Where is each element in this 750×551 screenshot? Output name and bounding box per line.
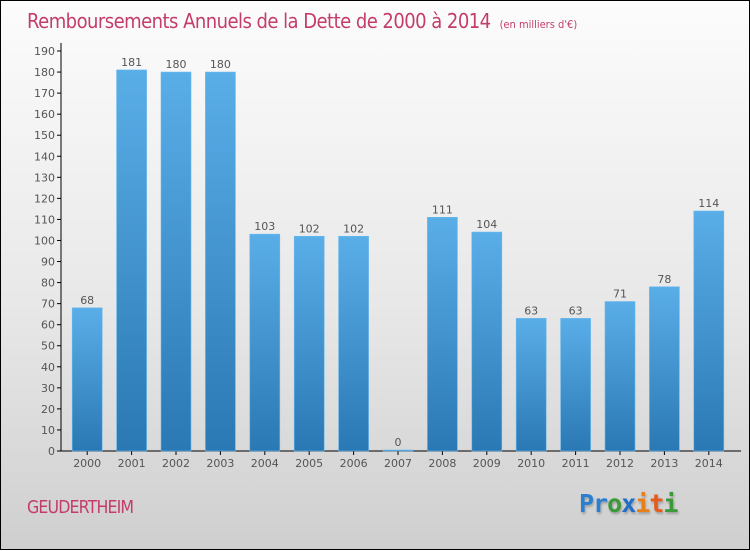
x-tick-label: 2005 — [295, 457, 323, 470]
value-label-2001: 181 — [121, 56, 142, 69]
y-tick-label: 190 — [34, 45, 55, 58]
y-tick-label: 130 — [34, 171, 55, 184]
chart-subtitle: (en milliers d'€) — [499, 18, 578, 31]
value-label-2012: 71 — [613, 288, 627, 301]
x-tick-label: 2000 — [73, 457, 101, 470]
x-tick-label: 2003 — [206, 457, 234, 470]
y-tick-label: 170 — [34, 87, 55, 100]
logo-letter: i — [635, 489, 650, 518]
value-label-2009: 104 — [476, 218, 497, 231]
x-tick-label: 2012 — [606, 457, 634, 470]
bar-2001[interactable] — [116, 69, 147, 452]
logo-letter: x — [621, 489, 636, 518]
value-label-2005: 102 — [299, 222, 320, 235]
bar-2013[interactable] — [649, 286, 680, 452]
value-label-2013: 78 — [657, 273, 671, 286]
value-label-2006: 102 — [343, 222, 364, 235]
y-tick-label: 100 — [34, 234, 55, 247]
y-tick-label: 150 — [34, 129, 55, 142]
bar-2006[interactable] — [338, 235, 369, 452]
bars — [71, 69, 725, 452]
logo-letter: t — [649, 489, 664, 518]
value-labels: 68 181 180 180 103 102 102 0 111 104 63 63 71 78 114 — [80, 56, 719, 449]
bar-2008[interactable] — [427, 217, 458, 452]
x-tick-label: 2011 — [562, 457, 590, 470]
y-tick-label: 50 — [41, 340, 55, 353]
y-tick-label: 20 — [41, 403, 55, 416]
value-label-2004: 103 — [254, 220, 275, 233]
y-tick-label: 90 — [41, 256, 55, 269]
y-tick-label: 40 — [41, 361, 55, 374]
bar-2007[interactable] — [382, 449, 414, 452]
y-tick-label: 80 — [41, 277, 55, 290]
bar-2014[interactable] — [693, 210, 725, 452]
y-axis: 0 10 20 30 40 50 60 70 80 90 100 110 120 130 140 150 160… — [34, 43, 62, 458]
logo-letter: o — [607, 489, 622, 518]
bar-2010[interactable] — [515, 318, 547, 452]
value-label-2008: 111 — [432, 203, 453, 216]
value-label-2007: 0 — [395, 436, 402, 449]
logo-letter: P — [579, 489, 594, 518]
y-tick-label: 180 — [34, 66, 55, 79]
value-label-2011: 63 — [569, 304, 583, 317]
value-label-2002: 180 — [166, 58, 187, 71]
y-tick-label: 120 — [34, 192, 55, 205]
bar-2004[interactable] — [249, 233, 281, 452]
x-tick-label: 2008 — [428, 457, 456, 470]
x-axis: 2000 2001 2002 2003 2004 2005 2006 2007 2008 2009… — [61, 450, 741, 470]
x-tick-label: 2007 — [384, 457, 412, 470]
x-tick-label: 2013 — [650, 457, 678, 470]
x-tick-label: 2014 — [695, 457, 723, 470]
y-tick-label: 10 — [41, 424, 55, 437]
bar-2003[interactable] — [205, 71, 236, 452]
y-tick-label: 110 — [34, 213, 55, 226]
chart-title: Remboursements Annuels de la Dette de 20… — [27, 9, 577, 33]
bar-2011[interactable] — [560, 318, 591, 452]
logo-letter: r — [593, 489, 608, 518]
x-tick-label: 2009 — [473, 457, 501, 470]
bar-2012[interactable] — [604, 301, 636, 452]
bar-2009[interactable] — [471, 231, 503, 452]
y-tick-label: 0 — [48, 445, 55, 458]
x-tick-label: 2010 — [517, 457, 545, 470]
x-tick-label: 2004 — [251, 457, 279, 470]
value-label-2010: 63 — [524, 304, 538, 317]
y-tick-label: 160 — [34, 108, 55, 121]
x-tick-label: 2002 — [162, 457, 190, 470]
proxiti-logo[interactable]: Proxiti — [579, 489, 678, 518]
value-label-2014: 114 — [698, 197, 719, 210]
bar-2000[interactable] — [71, 307, 103, 452]
x-tick-label: 2001 — [118, 457, 146, 470]
commune-name: GEUDERTHEIM — [27, 497, 134, 518]
x-tick-label: 2006 — [340, 457, 368, 470]
y-tick-label: 60 — [41, 319, 55, 332]
bar-2005[interactable] — [293, 235, 325, 452]
bar-2002[interactable] — [160, 71, 192, 452]
chart-title-text: Remboursements Annuels de la Dette de 20… — [27, 9, 491, 33]
y-tick-label: 70 — [41, 298, 55, 311]
value-label-2000: 68 — [80, 294, 94, 307]
y-tick-label: 30 — [41, 382, 55, 395]
y-tick-label: 140 — [34, 150, 55, 163]
value-label-2003: 180 — [210, 58, 231, 71]
logo-letter: i — [663, 489, 678, 518]
